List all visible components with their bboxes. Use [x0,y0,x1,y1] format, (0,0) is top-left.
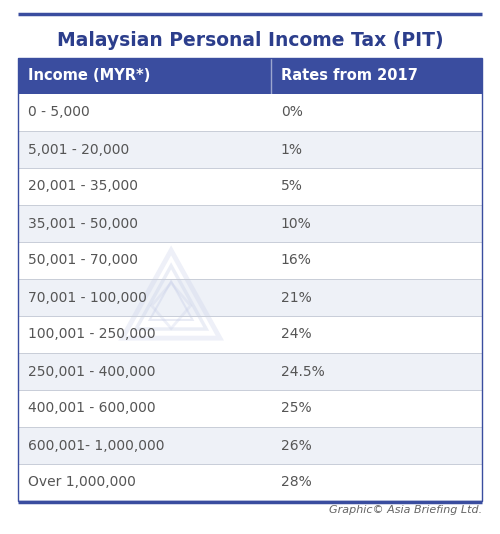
Text: Rates from 2017: Rates from 2017 [281,68,418,83]
Bar [18,94,482,131]
Text: 24%: 24% [281,327,312,342]
Bar [18,353,482,390]
Text: 10%: 10% [281,216,312,231]
Bar [18,279,482,316]
Bar [18,131,482,168]
Bar [18,316,482,353]
Text: 21%: 21% [281,290,312,304]
Bar [18,242,482,279]
Text: 5,001 - 20,000: 5,001 - 20,000 [28,143,129,156]
Text: Graphic© Asia Briefing Ltd.: Graphic© Asia Briefing Ltd. [329,505,482,515]
Bar [18,168,482,205]
Bar [18,390,482,427]
Text: 400,001 - 600,000: 400,001 - 600,000 [28,402,156,415]
Bar [18,464,482,501]
Text: 250,001 - 400,000: 250,001 - 400,000 [28,365,156,379]
Text: 70,001 - 100,000: 70,001 - 100,000 [28,290,147,304]
Text: 0 - 5,000: 0 - 5,000 [28,106,90,120]
Text: 1%: 1% [281,143,303,156]
Text: 50,001 - 70,000: 50,001 - 70,000 [28,254,138,268]
Bar [18,205,482,242]
Text: 600,001- 1,000,000: 600,001- 1,000,000 [28,438,164,452]
Text: 25%: 25% [281,402,312,415]
Text: 100,001 - 250,000: 100,001 - 250,000 [28,327,156,342]
Bar [18,58,482,94]
Text: 28%: 28% [281,475,312,490]
Text: Malaysian Personal Income Tax (PIT): Malaysian Personal Income Tax (PIT) [56,32,444,51]
Text: 5%: 5% [281,179,303,193]
Text: Over 1,000,000: Over 1,000,000 [28,475,136,490]
Bar [18,58,482,501]
Text: 24.5%: 24.5% [281,365,324,379]
Bar [18,427,482,464]
Text: 26%: 26% [281,438,312,452]
Text: 16%: 16% [281,254,312,268]
Text: 35,001 - 50,000: 35,001 - 50,000 [28,216,138,231]
Text: 0%: 0% [281,106,303,120]
Text: 20,001 - 35,000: 20,001 - 35,000 [28,179,138,193]
Text: Income (MYR*): Income (MYR*) [28,68,150,83]
